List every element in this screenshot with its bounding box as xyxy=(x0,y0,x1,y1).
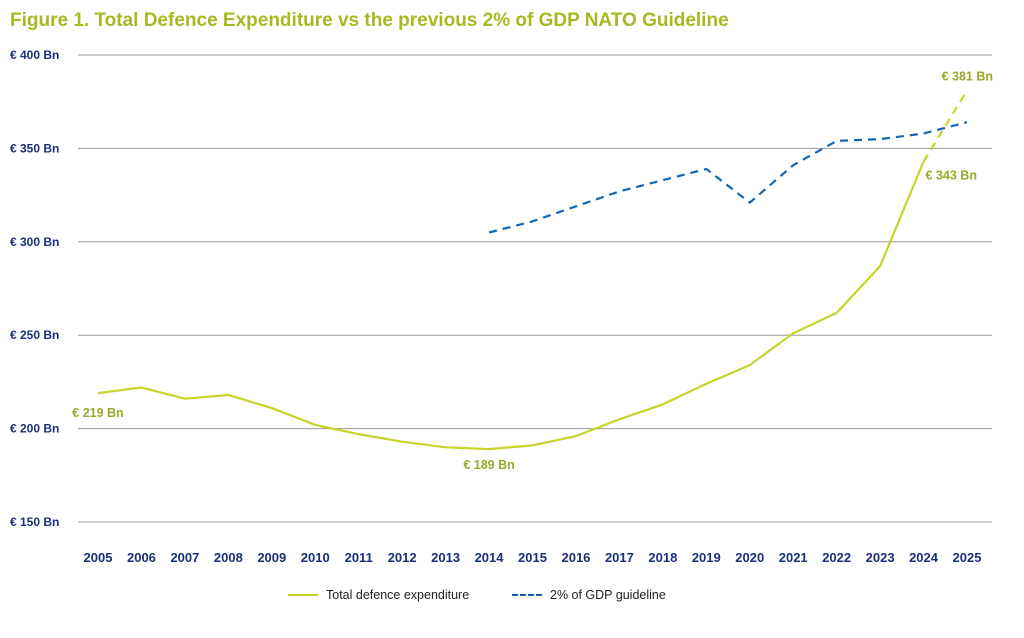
x-tick-label: 2021 xyxy=(779,550,808,565)
x-tick-label: 2012 xyxy=(388,550,417,565)
y-tick-label: € 350 Bn xyxy=(10,141,59,155)
legend-item-total: Total defence expenditure xyxy=(288,588,469,602)
legend-label-total: Total defence expenditure xyxy=(326,588,470,602)
legend: Total defence expenditure 2% of GDP guid… xyxy=(0,588,1024,608)
x-tick-label: 2023 xyxy=(866,550,895,565)
x-tick-label: 2007 xyxy=(170,550,199,565)
data-labels: € 219 Bn € 189 Bn € 343 Bn € 381 Bn xyxy=(72,69,993,472)
series-lines xyxy=(97,89,968,451)
y-tick-label: € 400 Bn xyxy=(10,48,59,62)
legend-swatch-guideline xyxy=(512,594,542,596)
data-label: € 189 Bn xyxy=(463,458,514,472)
x-tick-label: 2017 xyxy=(605,550,634,565)
y-tick-label: € 250 Bn xyxy=(10,328,59,342)
data-label: € 219 Bn xyxy=(72,406,123,420)
x-tick-label: 2013 xyxy=(431,550,460,565)
series-line-total xyxy=(97,161,925,451)
x-tick-label: 2015 xyxy=(518,550,547,565)
data-label: € 381 Bn xyxy=(942,69,993,83)
grid-lines xyxy=(78,54,992,523)
x-tick-label: 2020 xyxy=(735,550,764,565)
legend-label-guideline: 2% of GDP guideline xyxy=(550,588,666,602)
x-tick-label: 2009 xyxy=(257,550,286,565)
x-tick-label: 2008 xyxy=(214,550,243,565)
legend-item-guideline: 2% of GDP guideline xyxy=(512,588,666,602)
y-tick-label: € 200 Bn xyxy=(10,422,59,436)
x-tick-label: 2018 xyxy=(648,550,677,565)
legend-swatch-total xyxy=(288,594,318,596)
data-label: € 343 Bn xyxy=(926,168,977,182)
x-axis-ticks: 2005 2006 2007 2008 2009 2010 2011 2012 2013 2014… xyxy=(84,550,982,565)
chart-title: Figure 1. Total Defence Expenditure vs t… xyxy=(10,10,729,31)
x-tick-label: 2022 xyxy=(822,550,851,565)
x-tick-label: 2024 xyxy=(909,550,939,565)
x-tick-label: 2014 xyxy=(475,550,505,565)
series-line-guideline xyxy=(488,121,968,234)
x-tick-label: 2011 xyxy=(345,550,373,565)
x-tick-label: 2016 xyxy=(561,550,590,565)
x-tick-label: 2006 xyxy=(127,550,156,565)
x-tick-label: 2019 xyxy=(692,550,721,565)
series-line-total-projection xyxy=(922,89,968,163)
x-tick-label: 2005 xyxy=(84,550,113,565)
y-tick-label: € 150 Bn xyxy=(10,515,59,529)
y-tick-label: € 300 Bn xyxy=(10,235,59,249)
x-tick-label: 2010 xyxy=(301,550,330,565)
y-axis-ticks: € 150 Bn € 200 Bn € 250 Bn € 300 Bn € 350 Bn… xyxy=(10,48,59,529)
x-tick-label: 2025 xyxy=(953,550,982,565)
